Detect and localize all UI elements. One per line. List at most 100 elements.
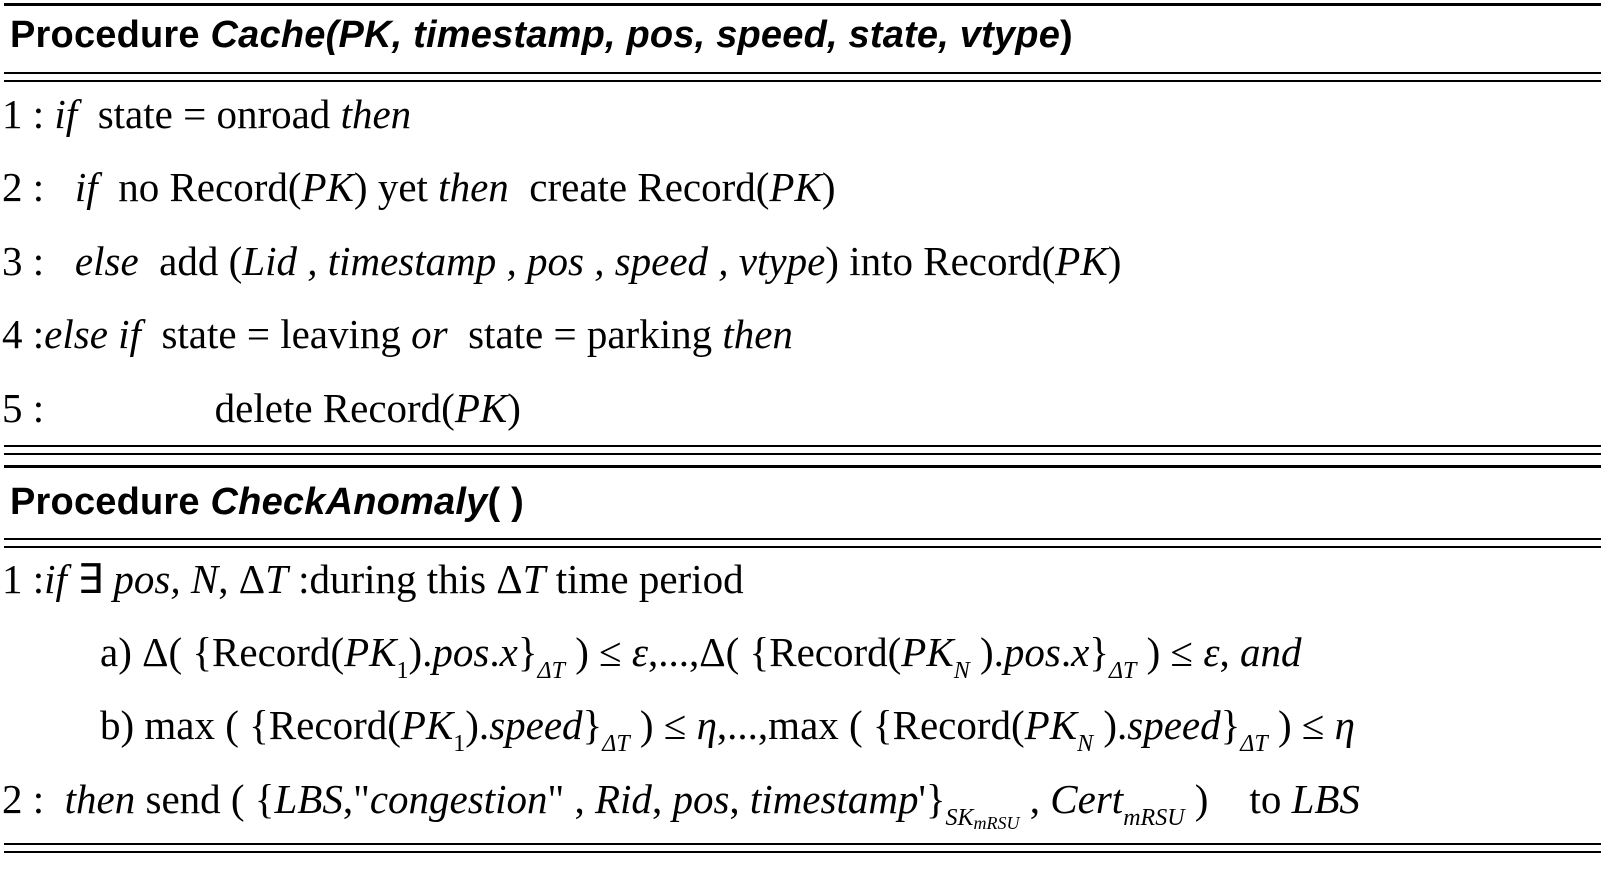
var-congestion: congestion <box>369 776 548 822</box>
separator-rule-b <box>4 453 1601 455</box>
text: ) <box>821 164 836 210</box>
procedure-keyword: Procedure <box>10 14 200 56</box>
keyword-then: then <box>64 776 136 822</box>
condition: state = leaving <box>161 311 401 357</box>
line-number: 1 : <box>2 556 45 602</box>
var-eta: η <box>696 702 717 748</box>
procedure-name: CheckAnomaly <box>210 481 488 523</box>
text: create Record( <box>529 164 770 210</box>
var-timestamp: timestamp <box>749 776 919 822</box>
subscript: 1 <box>396 658 409 684</box>
check-line-1: 1 :if ∃ pos, N, ΔT :during this ΔT time … <box>2 555 744 603</box>
text: ) ≤ <box>564 629 632 675</box>
var-t: T <box>265 556 288 602</box>
cache-line-5: 5 : delete Record(PK) <box>2 384 521 432</box>
var-pk: PK <box>400 702 454 748</box>
header-rule-1b <box>4 80 1601 82</box>
text: ) yet <box>353 164 428 210</box>
header-rule-2a <box>4 538 1601 540</box>
text: b) max ( {Record( <box>100 702 401 748</box>
procedure-cache-heading: Procedure Cache(PK, timestamp, pos, spee… <box>10 14 1073 57</box>
var-rid: Rid <box>595 776 652 822</box>
var-pos: pos <box>1003 629 1061 675</box>
keyword-else: else <box>74 238 139 284</box>
procedure-close: ( ) <box>487 481 524 523</box>
var-pk: PK <box>901 629 954 675</box>
header-rule-2b <box>4 546 1601 548</box>
text: '} <box>918 776 946 822</box>
subscript: N <box>1077 731 1094 757</box>
text: . <box>1060 629 1072 675</box>
line-number: 3 : <box>2 238 45 284</box>
line-number: 5 : <box>2 385 45 431</box>
cache-line-1: 1 : if state = onroad then <box>2 90 411 138</box>
text: ). <box>969 629 1004 675</box>
text: , <box>1219 629 1240 675</box>
bottom-rule-a <box>4 843 1601 845</box>
line-number: 2 : <box>2 164 45 210</box>
text: ) <box>1107 238 1122 284</box>
subscript: N <box>953 658 970 684</box>
text: ," <box>342 776 370 822</box>
text: ). <box>408 629 433 675</box>
var-speed: speed <box>1127 702 1221 748</box>
keyword-if: if <box>74 164 98 210</box>
subscript: 1 <box>453 731 466 757</box>
var-cert: Cert <box>1050 776 1124 822</box>
text: ) into Record( <box>825 238 1056 284</box>
keyword-then: then <box>340 91 412 137</box>
cache-line-3: 3 : else add (Lid , timestamp , pos , sp… <box>2 237 1121 285</box>
var-eta: η <box>1334 702 1355 748</box>
text: , <box>729 776 750 822</box>
var-lbs: LBS <box>274 776 343 822</box>
keyword-and: and <box>1239 629 1302 675</box>
var-pk: PK <box>769 164 822 210</box>
text: ) to <box>1184 776 1292 822</box>
text: delete Record( <box>214 385 455 431</box>
text: add ( <box>159 238 243 284</box>
cache-line-2: 2 : if no Record(PK) yet then create Rec… <box>2 163 835 211</box>
text: . <box>489 629 500 675</box>
var-pos: pos <box>672 776 730 822</box>
var-lbs: LBS <box>1291 776 1360 822</box>
text: a) Δ( {Record( <box>100 629 345 675</box>
text: , Δ <box>218 556 266 602</box>
procedure-keyword: Procedure <box>10 481 200 523</box>
keyword-then: then <box>722 311 793 357</box>
text: } <box>1220 702 1241 748</box>
subscript: mRSU <box>973 813 1020 833</box>
text: :during this Δ <box>287 556 523 602</box>
procedure-close: ) <box>1060 14 1073 56</box>
text: ) ≤ <box>1136 629 1204 675</box>
keyword-if: if <box>54 91 78 137</box>
check-line-b: b) max ( {Record(PK1).speed}ΔT ) ≤ η,...… <box>100 701 1355 758</box>
exists-symbol: ∃ <box>77 556 104 602</box>
subscript: ΔT <box>537 658 565 684</box>
var-pk: PK <box>1055 238 1108 284</box>
text: no Record( <box>118 164 302 210</box>
text: ,...,Δ( {Record( <box>648 629 902 675</box>
text: ) <box>507 385 521 431</box>
text: } <box>582 702 603 748</box>
line-number: 1 : <box>2 91 45 137</box>
text: ). <box>1093 702 1128 748</box>
text: ) ≤ <box>629 702 697 748</box>
subscript: mRSU <box>1123 805 1185 831</box>
line-number: 4 : <box>2 311 45 357</box>
keyword-or: or <box>411 311 448 357</box>
text: " , <box>547 776 595 822</box>
subscript: ΔT <box>1108 658 1137 684</box>
var-epsilon: ε <box>1203 629 1220 675</box>
subscript: ΔT <box>602 731 630 757</box>
line-number: 2 : <box>2 776 45 822</box>
bottom-rule-b <box>4 851 1601 853</box>
top-rule <box>4 3 1601 6</box>
var-pos: pos <box>432 629 490 675</box>
var-pos: pos, <box>113 556 191 602</box>
subscript: SK <box>945 805 974 831</box>
text: ,...,max ( {Record( <box>716 702 1025 748</box>
separator-rule-a <box>4 445 1601 447</box>
var-pk: PK <box>301 164 354 210</box>
args: Lid , timestamp , pos , speed , vtype <box>242 238 826 284</box>
text: ) ≤ <box>1267 702 1335 748</box>
